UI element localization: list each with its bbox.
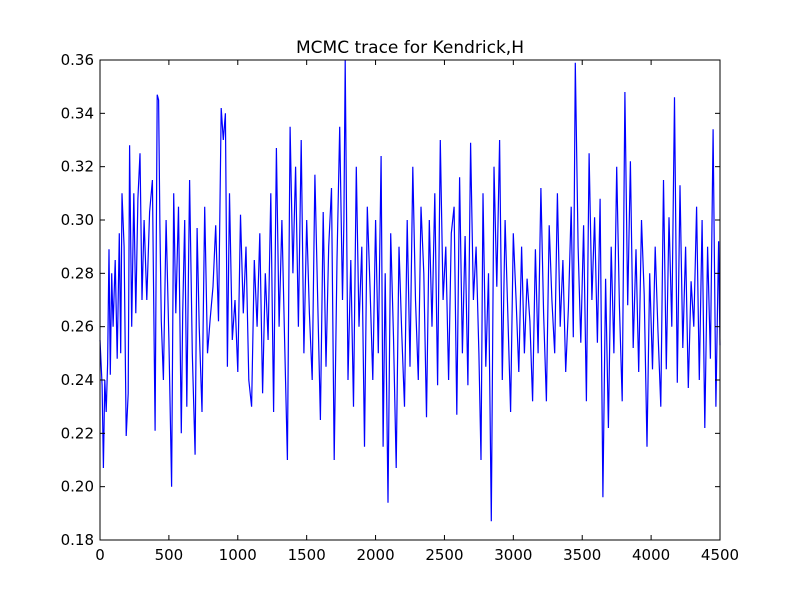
y-tick-label: 0.22 <box>61 424 94 442</box>
x-tick-label: 0 <box>95 546 105 564</box>
y-tick-label: 0.28 <box>61 264 94 282</box>
x-tick-label: 4500 <box>701 546 739 564</box>
x-tick-label: 3500 <box>563 546 601 564</box>
y-axis: 0.18 0.20 0.22 0.24 0.26 0.28 0.30 0.32 0.34 0.36 <box>61 51 720 549</box>
y-tick-label: 0.18 <box>61 531 94 549</box>
x-tick-label: 1500 <box>288 546 326 564</box>
y-tick-label: 0.34 <box>61 104 94 122</box>
plot-frame <box>99 59 721 541</box>
x-tick-label: 2500 <box>425 546 463 564</box>
x-tick-label: 4000 <box>632 546 670 564</box>
x-tick-label: 1000 <box>219 546 257 564</box>
x-tick-label: 500 <box>155 546 184 564</box>
y-tick-label: 0.24 <box>61 371 94 389</box>
x-tick-label: 3000 <box>494 546 532 564</box>
trace-line-0 <box>99 59 721 522</box>
y-tick-label: 0.26 <box>61 318 94 336</box>
x-tick-label: 2000 <box>356 546 394 564</box>
y-tick-label: 0.32 <box>61 158 94 176</box>
y-tick-label: 0.20 <box>61 478 94 496</box>
y-tick-label: 0.36 <box>61 51 94 69</box>
series-layer <box>99 59 721 522</box>
chart-title: MCMC trace for Kendrick,H <box>296 38 524 58</box>
y-tick-label: 0.30 <box>61 211 94 229</box>
x-axis: 0 500 1000 1500 2000 2500 3000 3500 4000 4500 <box>95 60 739 564</box>
